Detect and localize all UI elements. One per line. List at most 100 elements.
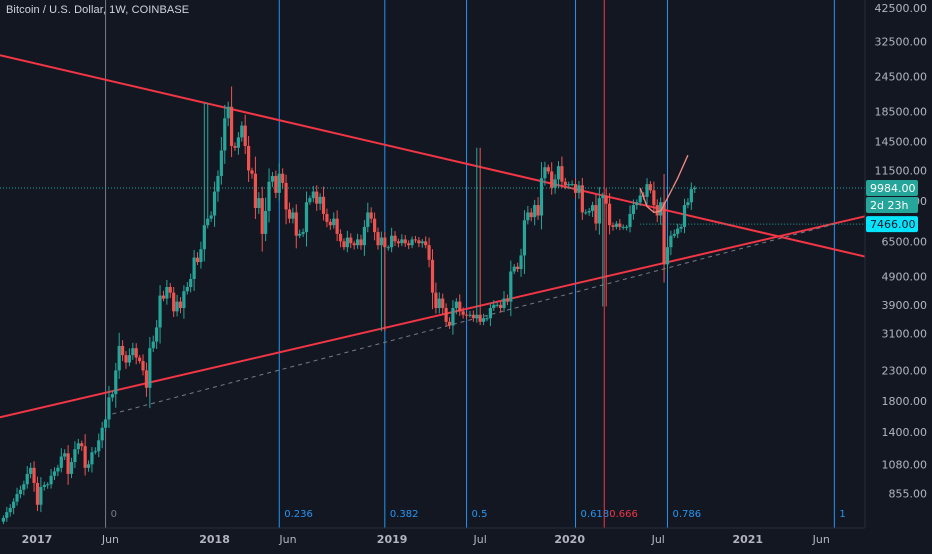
candle-body: [529, 212, 533, 218]
candle-body: [311, 191, 315, 199]
candle-body: [393, 235, 397, 242]
candle-body: [151, 341, 155, 349]
candle-body: [158, 295, 162, 328]
candle-body: [32, 467, 36, 483]
candle-body: [648, 184, 653, 191]
candle-body: [509, 271, 513, 302]
candle-body: [451, 308, 455, 326]
candle-body: [499, 304, 503, 309]
candle-body: [689, 189, 693, 203]
candle-body: [216, 175, 220, 192]
candle-body: [672, 233, 676, 236]
time-axis[interactable]: [0, 528, 932, 550]
candle-body: [580, 185, 584, 213]
candle-body: [83, 446, 87, 468]
price-axis[interactable]: [865, 0, 932, 550]
candle-body: [236, 137, 240, 148]
candle-body: [63, 453, 67, 457]
candle-body: [175, 301, 179, 312]
candle-body: [519, 255, 523, 270]
candle-body: [625, 226, 629, 228]
candle-body: [536, 205, 540, 216]
candle-body: [56, 467, 60, 472]
candle-body: [390, 235, 394, 248]
price-tick-label: 14500.00: [875, 136, 928, 149]
candle-body: [645, 184, 649, 197]
candle-body: [25, 473, 29, 485]
candle-body: [652, 190, 656, 206]
candle-body: [420, 241, 424, 244]
fib-level-label: 0.236: [284, 509, 313, 520]
candle-body: [546, 167, 550, 172]
candle-body: [512, 266, 516, 272]
candle-body: [478, 314, 482, 322]
candle-body: [614, 223, 618, 227]
candle-body: [86, 464, 91, 468]
candle-body: [492, 304, 496, 309]
candle-body: [29, 467, 33, 474]
candle-body: [274, 175, 278, 193]
candle-body: [332, 218, 336, 226]
candle-body: [90, 452, 94, 465]
candle-body: [543, 167, 547, 179]
time-tick-label: 2018: [199, 533, 230, 546]
last-price-badge: 9984.00: [866, 179, 918, 196]
price-tick-label: 3900.00: [882, 299, 928, 312]
candle-body: [318, 196, 322, 204]
candle-body: [49, 475, 53, 485]
candle-body: [66, 453, 70, 474]
candle-body: [573, 184, 578, 193]
candle-body: [219, 150, 223, 176]
candle-body: [669, 235, 673, 248]
candle-body: [662, 202, 666, 265]
candle-body: [444, 308, 448, 322]
candle-body: [659, 202, 663, 216]
candle-body: [359, 239, 363, 246]
candle-body: [42, 484, 46, 487]
candle-body: [522, 220, 527, 256]
candle-body: [665, 247, 670, 265]
candle-body: [655, 205, 659, 216]
candle-body: [209, 215, 213, 219]
fib-level-label: 0.5: [472, 509, 488, 520]
candle-body: [192, 257, 196, 279]
price-tick-label: 1400.00: [882, 426, 928, 439]
fib-level-label: 0.786: [672, 509, 701, 520]
chart-title: Bitcoin / U.S. Dollar, 1W, COINBASE: [6, 4, 190, 16]
candle-body: [168, 287, 172, 293]
candle-body: [335, 218, 339, 234]
candle-body: [12, 501, 16, 508]
candle-body: [686, 202, 690, 206]
candle-body: [349, 237, 353, 244]
candle-body: [73, 449, 77, 463]
candle-body: [134, 348, 138, 358]
candle-body: [618, 223, 622, 227]
candle-body: [5, 512, 9, 518]
price-tick-label: 4900.00: [882, 270, 928, 283]
ascending-trendline: [0, 215, 866, 419]
candle-body: [424, 241, 428, 246]
candle-body: [315, 191, 319, 204]
candle-body: [165, 287, 169, 299]
candle-body: [284, 182, 288, 210]
candle-body: [291, 212, 295, 219]
candle-body: [373, 218, 377, 233]
target-price-badge: 7466.00: [866, 216, 918, 233]
candle-body: [430, 259, 435, 293]
candle-body: [682, 205, 687, 227]
fib-level-label: 0.618: [581, 509, 610, 520]
candle-body: [560, 166, 564, 182]
target-price-badge-text: 7466.00: [870, 218, 916, 231]
fib-level-label: 0: [111, 509, 117, 520]
candle-body: [611, 225, 615, 227]
candle-body: [587, 210, 591, 213]
candle-body: [233, 145, 237, 148]
candle-body: [18, 489, 23, 495]
candle-body: [304, 202, 309, 233]
candle-body: [495, 304, 499, 306]
candle-body: [294, 212, 298, 236]
candle-body: [355, 239, 360, 246]
candle-body: [155, 327, 159, 342]
